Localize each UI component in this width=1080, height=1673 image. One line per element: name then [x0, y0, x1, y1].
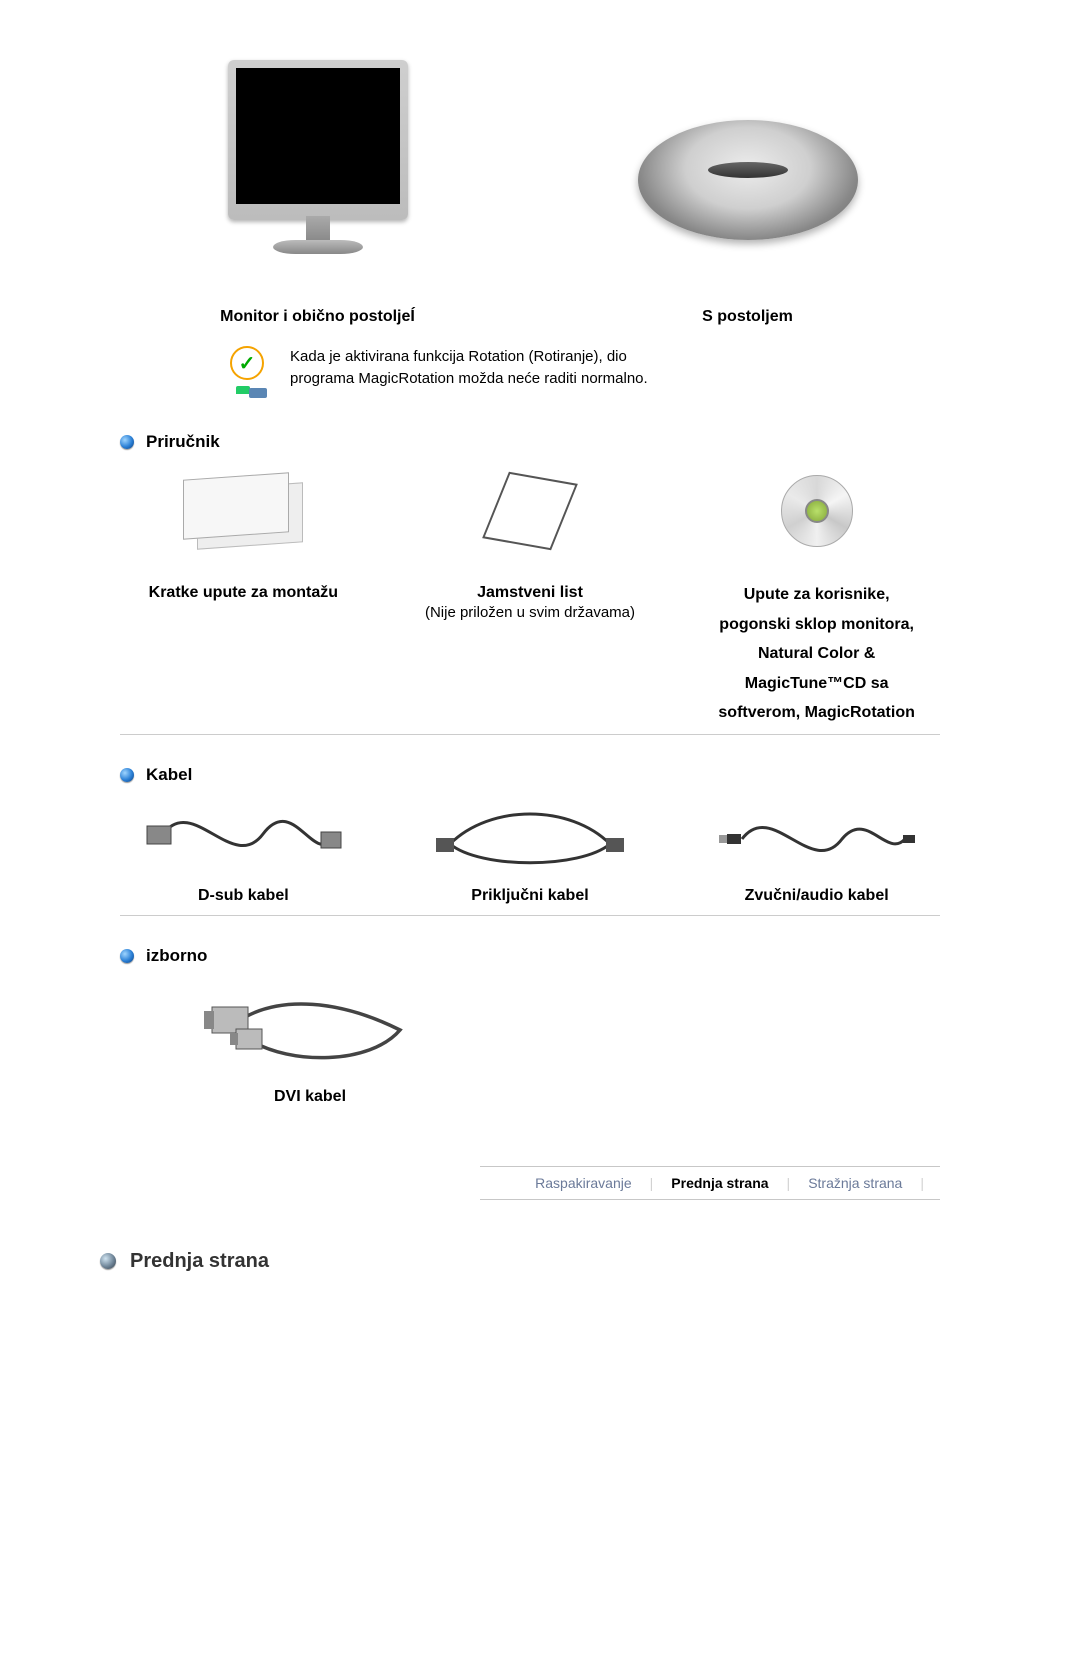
manual-label-2: Jamstveni list (Nije priložen u svim drž… [401, 576, 659, 621]
quick-guide-label: Kratke upute za montažu [149, 584, 338, 602]
power-cable-image [430, 799, 630, 879]
cd-label-4: MagicTune™CD sa [745, 673, 889, 695]
front-section-head: Prednja strana [100, 1250, 960, 1273]
stand-label: S postoljem [702, 308, 793, 326]
section-cable-title: Kabel [146, 765, 192, 785]
warranty-label: Jamstveni list [477, 584, 583, 602]
bullet-icon [120, 949, 134, 963]
cd-label-1: Upute za korisnike, [744, 584, 890, 606]
note-line1: Kada je aktivirana funkcija Rotation (Ro… [290, 346, 648, 368]
power-cable-label: Priključni kabel [471, 887, 588, 905]
manual-label-3: Upute za korisnike, pogonski sklop monit… [688, 576, 946, 724]
cable-icon [717, 804, 917, 874]
manual-label-1: Kratke upute za montažu [114, 576, 372, 602]
section-manual-title: Priručnik [146, 432, 220, 452]
section-optional-title: izborno [146, 946, 207, 966]
manual-labels-row: Kratke upute za montažu Jamstveni list (… [100, 576, 960, 724]
nav-link-back[interactable]: Stražnja strana [808, 1175, 902, 1191]
warranty-sub: (Nije priložen u svim državama) [425, 604, 635, 621]
cd-image [781, 466, 853, 556]
nav-separator: | [650, 1175, 654, 1191]
front-section-title: Prednja strana [130, 1250, 269, 1273]
stand-image [638, 120, 858, 240]
cable-icon [143, 804, 343, 874]
bullet-icon [120, 435, 134, 449]
stand-column: S postoljem [638, 60, 858, 326]
nav-separator: | [787, 1175, 791, 1191]
nav-link-front[interactable]: Prednja strana [671, 1175, 768, 1191]
note-row: ✓ Kada je aktivirana funkcija Rotation (… [230, 346, 960, 392]
optional-row: DVI kabel [180, 980, 960, 1106]
manual-row [100, 466, 960, 556]
cd-label-3: Natural Color & [758, 643, 875, 665]
cable-icon [430, 804, 630, 874]
bullet-grey-icon [100, 1253, 116, 1269]
divider [120, 915, 940, 916]
nav-separator: | [920, 1175, 924, 1191]
manual-item-2 [401, 466, 659, 556]
cable-item-1: D-sub kabel [114, 799, 372, 905]
dvi-cable-image [200, 980, 420, 1080]
quick-guide-image [183, 466, 303, 556]
section-cable-head: Kabel [120, 765, 960, 785]
cable-item-3: Zvučni/audio kabel [688, 799, 946, 905]
monitor-image [203, 60, 433, 300]
cd-label-5: softverom, MagicRotation [718, 702, 914, 724]
manual-item-3 [688, 466, 946, 556]
cable-icon [200, 985, 420, 1075]
audio-cable-label: Zvučni/audio kabel [745, 887, 889, 905]
audio-cable-image [717, 799, 917, 879]
note-icon: ✓ [230, 346, 270, 392]
section-optional-head: izborno [120, 946, 960, 966]
optional-item-1: DVI kabel [180, 980, 440, 1106]
cable-item-2: Priključni kabel [401, 799, 659, 905]
page-nav-bar: Raspakiravanje | Prednja strana | Stražn… [480, 1166, 940, 1200]
nav-link-unpacking[interactable]: Raspakiravanje [535, 1175, 632, 1191]
monitor-illustration [203, 60, 433, 300]
monitor-label: Monitor i obično postoljeÍ [220, 308, 415, 326]
dsub-cable-label: D-sub kabel [198, 887, 289, 905]
dvi-cable-label: DVI kabel [274, 1088, 346, 1106]
divider [120, 734, 940, 735]
section-manual-head: Priručnik [120, 432, 960, 452]
stand-illustration [638, 60, 858, 300]
note-line2: programa MagicRotation možda neće raditi… [290, 368, 648, 390]
cable-row: D-sub kabel Priključni kabel Zvučni/audi… [100, 799, 960, 905]
monitor-column: Monitor i obično postoljeÍ [203, 60, 433, 326]
bullet-icon [120, 768, 134, 782]
note-text: Kada je aktivirana funkcija Rotation (Ro… [290, 346, 648, 390]
manual-item-1 [114, 466, 372, 556]
dsub-cable-image [143, 799, 343, 879]
warranty-image [495, 466, 565, 556]
top-product-row: Monitor i obično postoljeÍ S postoljem [100, 60, 960, 326]
cd-label-2: pogonski sklop monitora, [719, 614, 914, 636]
